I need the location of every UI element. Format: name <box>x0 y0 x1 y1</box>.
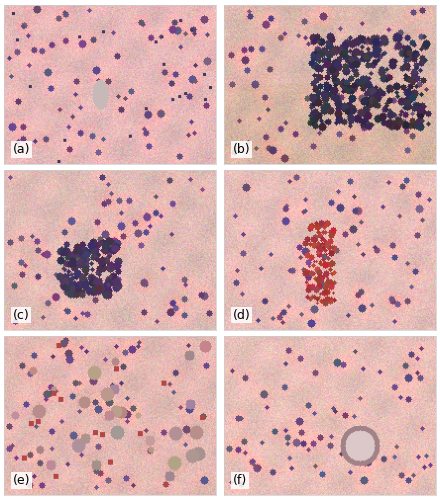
Text: (e): (e) <box>13 474 30 487</box>
Text: (a): (a) <box>13 143 30 156</box>
Text: (c): (c) <box>13 308 29 322</box>
Text: (f): (f) <box>233 474 247 487</box>
Text: (d): (d) <box>233 308 250 322</box>
Text: (b): (b) <box>233 143 250 156</box>
